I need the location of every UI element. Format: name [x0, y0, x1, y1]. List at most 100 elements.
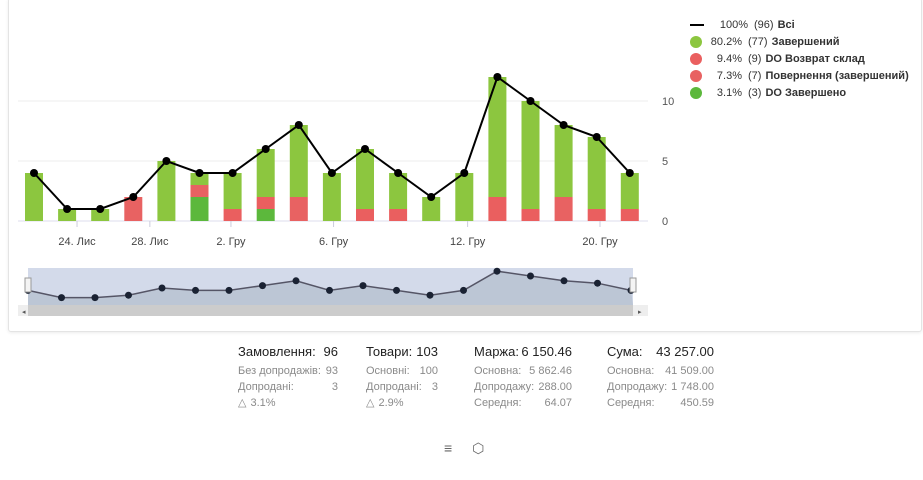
- label: Основні:: [366, 365, 410, 377]
- navigator-handle-left[interactable]: [24, 277, 32, 293]
- bar-segment: [91, 209, 110, 221]
- navigator-point: [359, 282, 367, 290]
- navigator-point: [192, 286, 199, 294]
- value: 3: [431, 381, 438, 393]
- value: 64.07: [544, 397, 572, 409]
- navigator-point: [91, 294, 99, 302]
- total-point: [228, 169, 237, 177]
- value: 41 509.00: [665, 365, 714, 377]
- label: Середня:: [607, 397, 655, 409]
- navigator-point: [58, 294, 65, 302]
- total-point: [460, 169, 469, 177]
- label: Основна:: [474, 365, 522, 377]
- legend-item-completed[interactable]: 80.2% (77) Завершений: [690, 33, 909, 50]
- bar-segment: [422, 197, 441, 221]
- bar-segment: [190, 185, 209, 197]
- navigator-point: [225, 286, 233, 294]
- total-point: [261, 145, 270, 153]
- navigator-handle-right[interactable]: [629, 277, 637, 293]
- bar-segment: [488, 77, 507, 197]
- total-point: [162, 157, 171, 165]
- navigator-point: [259, 282, 266, 290]
- label: Основна:: [607, 365, 655, 377]
- legend-count: (9): [748, 52, 762, 65]
- legend-item-do-return[interactable]: 9.4% (9) DO Возврат склад: [690, 50, 909, 67]
- bar-segment: [587, 209, 606, 221]
- y-tick-label: 5: [662, 156, 668, 168]
- legend-item-return[interactable]: 7.3% (7) Повернення (завершений): [690, 67, 909, 84]
- total-point: [294, 121, 303, 129]
- line-icon: [690, 23, 704, 26]
- orders-value: 96: [323, 344, 338, 359]
- x-tick-label: 24. Лис: [58, 236, 96, 248]
- navigator-point: [527, 272, 534, 280]
- legend-count: (96): [754, 18, 774, 31]
- bar-segment: [124, 197, 143, 221]
- dot-icon: [690, 35, 702, 48]
- legend-pct: 100%: [719, 18, 748, 31]
- scroll-left-arrow: ◂: [22, 309, 26, 316]
- navigator-point: [393, 286, 400, 294]
- basket-percent-icon: △: [366, 397, 375, 409]
- navigator-point: [125, 291, 132, 299]
- chart-card: [8, 0, 922, 332]
- navigator-point: [158, 284, 166, 292]
- bar-segment: [620, 209, 639, 221]
- scrollbar-thumb[interactable]: [28, 305, 633, 316]
- navigator-area: [28, 271, 633, 305]
- margin-stats: Маржа: 6 150.46 Основна: 5 862.46 Допродаж…: [474, 343, 572, 411]
- navigator-point: [594, 279, 601, 287]
- bar-segment: [488, 197, 507, 221]
- legend-name: Всі: [777, 18, 795, 31]
- navigator-point: [426, 291, 434, 299]
- legend-name: DO Завершено: [765, 86, 847, 99]
- total-point: [327, 169, 336, 177]
- box-icon[interactable]: ⬡: [472, 440, 485, 456]
- list-ordered-icon[interactable]: ≡: [444, 440, 453, 456]
- upsell-pct: 3.1%: [250, 397, 276, 409]
- bar-segment: [25, 173, 43, 221]
- navigator-point: [460, 286, 467, 294]
- total-point: [63, 205, 72, 213]
- orders-label: Замовлення:: [238, 344, 316, 359]
- legend-count: (3): [748, 86, 762, 99]
- legend-item-all[interactable]: 100% (96) Всі: [690, 16, 909, 33]
- navigator-point: [326, 286, 333, 294]
- value: 5 862.46: [529, 365, 572, 377]
- legend-name: Завершений: [771, 35, 840, 48]
- bar-segment: [256, 149, 275, 197]
- legend-pct: 7.3%: [716, 69, 742, 82]
- upsell-pct: 2.9%: [378, 397, 404, 409]
- dot-icon: [690, 52, 702, 65]
- label: Допродані:: [238, 381, 294, 393]
- goods-stats: Товари: 103 Основні: 100 Допродані: 3 △ 2.9%: [366, 343, 438, 411]
- x-tick-label: 6. Гру: [319, 236, 349, 248]
- total-point: [361, 145, 369, 153]
- navigator-point: [493, 267, 501, 275]
- bar-segment: [356, 209, 374, 221]
- total-point: [394, 169, 403, 177]
- total-point: [526, 97, 535, 105]
- total-point: [592, 133, 601, 141]
- sales-chart: 0 5 10 24. Лис 28. Лис 2. Гру 6. Гру 12. Гру 20.…: [18, 73, 674, 316]
- legend-item-do-completed[interactable]: 3.1% (3) DO Завершено: [690, 84, 909, 101]
- total-point: [625, 169, 634, 177]
- chart-legend: 100% (96) Всі 80.2% (77) Завершений 9.4% (9) D…: [690, 16, 909, 101]
- legend-name: Повернення (завершений): [765, 69, 909, 82]
- x-tick-label: 12. Гру: [450, 236, 486, 248]
- bar-segment: [58, 209, 77, 221]
- bar-segment: [190, 197, 209, 221]
- value: 3: [331, 381, 338, 393]
- legend-count: (7): [748, 69, 762, 82]
- bar-segment: [455, 173, 474, 221]
- goods-value: 103: [416, 344, 438, 359]
- goods-label: Товари:: [366, 344, 413, 359]
- legend-pct: 3.1%: [716, 86, 742, 99]
- basket-percent-icon: △: [238, 397, 247, 409]
- bar-segment: [521, 209, 540, 221]
- bar-segment: [223, 209, 242, 221]
- bar-segment: [389, 173, 408, 209]
- navigator-point: [560, 277, 568, 285]
- total-point: [493, 73, 502, 81]
- sum-stats: Сума: 43 257.00 Основна: 41 509.00 Допрода…: [607, 343, 714, 411]
